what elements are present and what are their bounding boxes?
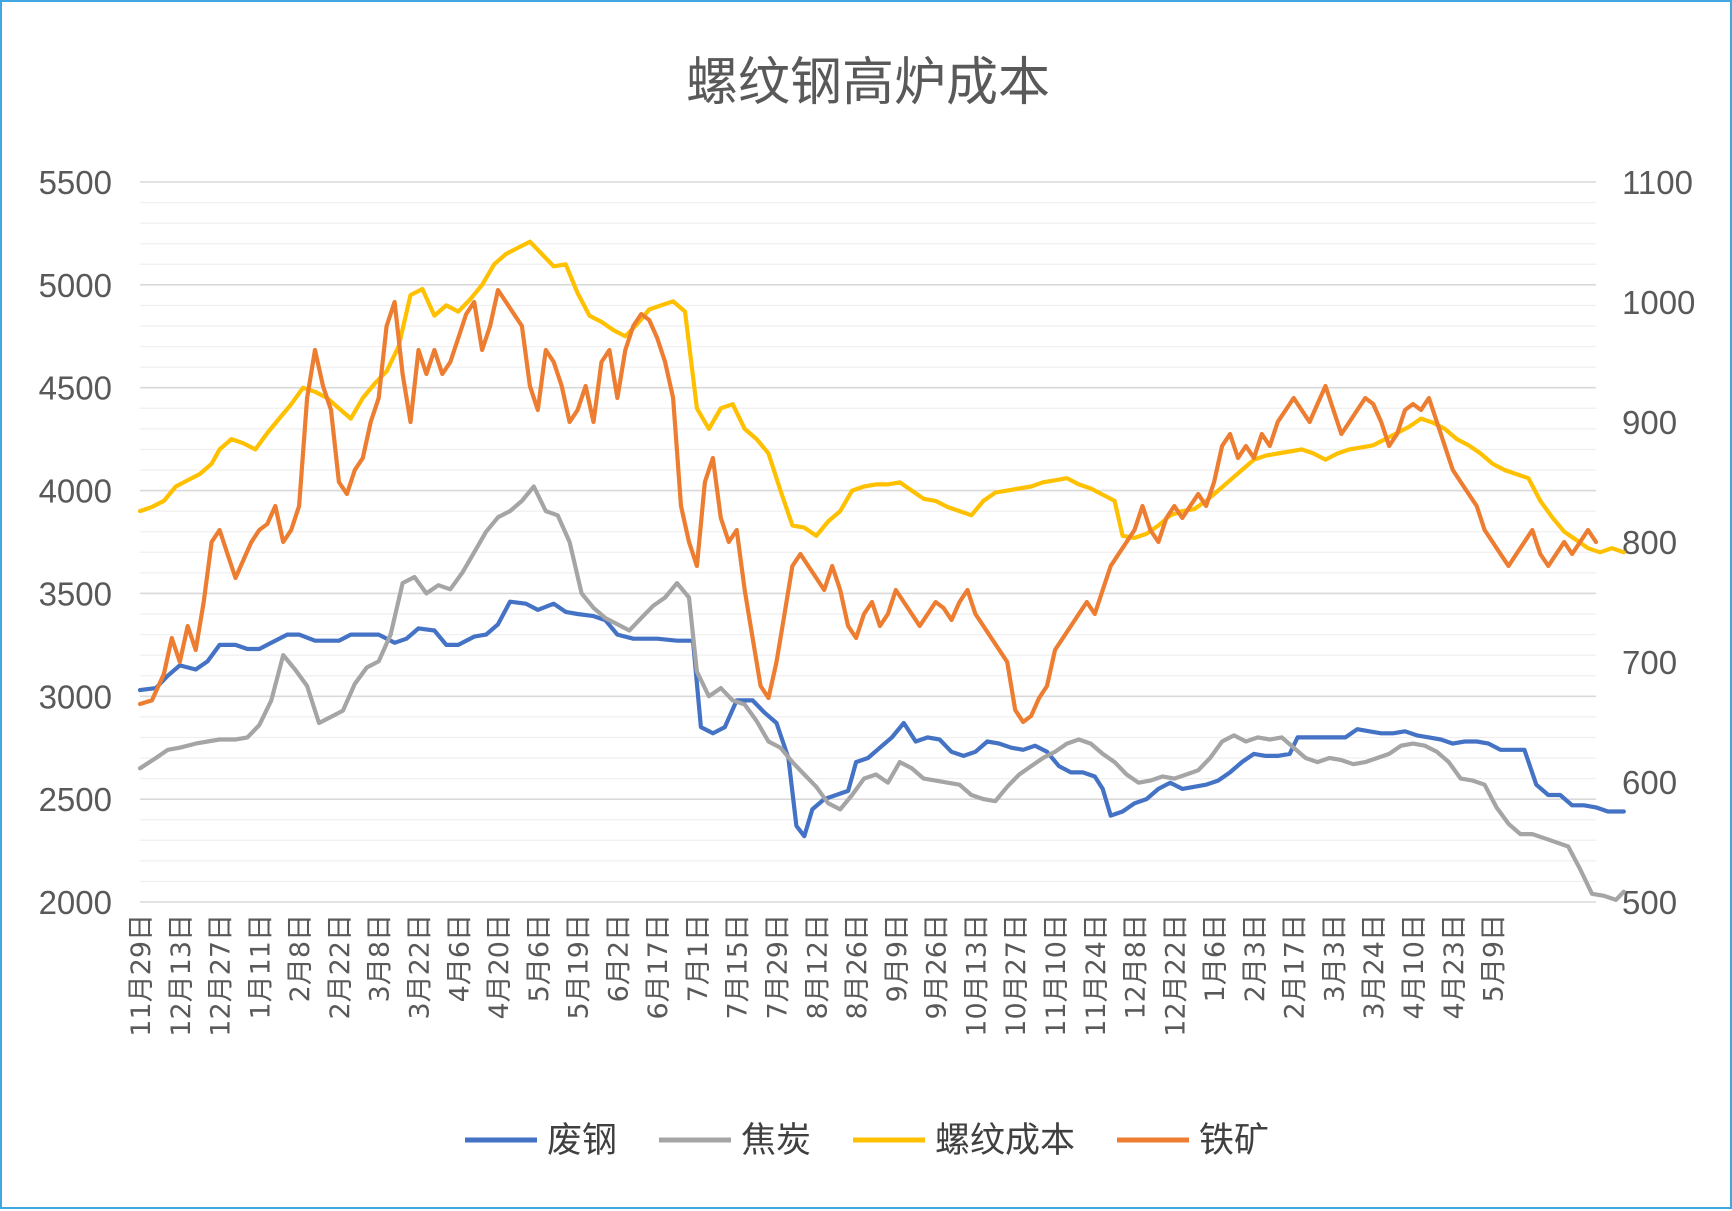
x-tick-label: 5月9日 bbox=[1479, 914, 1510, 1002]
y-axis-right: 500 600 700 800 900 1000 1100 bbox=[1622, 164, 1695, 921]
y-left-tick-label: 4500 bbox=[39, 370, 112, 407]
legend-label: 焦炭 bbox=[741, 1121, 811, 1161]
y-right-tick-label: 600 bbox=[1622, 764, 1677, 801]
y-right-tick-label: 500 bbox=[1622, 884, 1677, 921]
y-left-tick-label: 3500 bbox=[39, 575, 112, 612]
x-tick-label: 3月24日 bbox=[1359, 914, 1390, 1020]
x-tick-label: 12月8日 bbox=[1121, 914, 1152, 1020]
y-left-tick-label: 2500 bbox=[39, 781, 112, 818]
x-tick-label: 12月22日 bbox=[1160, 914, 1191, 1037]
series-line-铁矿 bbox=[137, 287, 1599, 725]
x-tick-label: 3月3日 bbox=[1319, 914, 1350, 1002]
x-tick-label: 9月26日 bbox=[922, 914, 953, 1020]
x-tick-label: 3月8日 bbox=[365, 914, 396, 1002]
chart-title: 螺纹钢高炉成本 bbox=[686, 53, 1050, 113]
y-right-tick-label: 1000 bbox=[1622, 284, 1695, 321]
x-tick-label: 11月29日 bbox=[126, 914, 157, 1037]
x-tick-label: 10月27日 bbox=[1001, 914, 1032, 1037]
y-right-tick-label: 900 bbox=[1622, 404, 1677, 441]
x-tick-label: 1月6日 bbox=[1200, 914, 1231, 1002]
x-tick-label: 6月2日 bbox=[603, 914, 634, 1002]
series-line-螺纹成本 bbox=[137, 239, 1626, 555]
y-left-tick-label: 3000 bbox=[39, 678, 112, 715]
y-right-tick-label: 700 bbox=[1622, 644, 1677, 681]
x-axis: 11月29日 12月13日 12月27日 1月11日 2月8日 2月22日 3月8日 3月22… bbox=[126, 914, 1510, 1037]
y-left-tick-label: 2000 bbox=[39, 884, 112, 921]
y-axis-left: 2000 2500 3000 3500 4000 4500 5000 5500 bbox=[39, 164, 112, 921]
x-tick-label: 3月22日 bbox=[404, 914, 435, 1020]
x-tick-label: 10月13日 bbox=[961, 914, 992, 1037]
x-tick-label: 8月12日 bbox=[802, 914, 833, 1020]
x-tick-label: 4月10日 bbox=[1399, 914, 1430, 1020]
x-tick-label: 9月9日 bbox=[882, 914, 913, 1002]
y-right-tick-label: 800 bbox=[1622, 524, 1677, 561]
x-tick-label: 4月20日 bbox=[484, 914, 515, 1020]
x-tick-label: 8月26日 bbox=[842, 914, 873, 1020]
legend-label: 螺纹成本 bbox=[935, 1121, 1075, 1161]
series-line-焦炭 bbox=[137, 484, 1626, 902]
x-tick-label: 2月17日 bbox=[1280, 914, 1311, 1020]
x-tick-label: 4月23日 bbox=[1439, 914, 1470, 1020]
x-tick-label: 5月6日 bbox=[524, 914, 555, 1002]
x-tick-label: 1月11日 bbox=[245, 914, 276, 1020]
y-right-tick-label: 1100 bbox=[1622, 164, 1693, 201]
y-left-tick-label: 4000 bbox=[39, 473, 112, 510]
x-tick-label: 12月27日 bbox=[206, 914, 237, 1037]
x-tick-label: 11月24日 bbox=[1081, 914, 1112, 1037]
x-tick-label: 4月6日 bbox=[444, 914, 475, 1002]
x-tick-label: 7月1日 bbox=[683, 914, 714, 1002]
y-left-tick-label: 5000 bbox=[39, 267, 112, 304]
x-tick-label: 6月17日 bbox=[643, 914, 674, 1020]
x-tick-label: 2月3日 bbox=[1240, 914, 1271, 1002]
x-tick-label: 7月29日 bbox=[763, 914, 794, 1020]
x-tick-label: 7月15日 bbox=[723, 914, 754, 1020]
x-tick-label: 11月10日 bbox=[1041, 914, 1072, 1037]
legend-label: 废钢 bbox=[547, 1121, 617, 1161]
x-tick-label: 5月19日 bbox=[564, 914, 595, 1020]
legend-label: 铁矿 bbox=[1199, 1121, 1269, 1161]
x-tick-label: 2月22日 bbox=[325, 914, 356, 1020]
series-line-废钢 bbox=[137, 599, 1626, 839]
x-tick-label: 2月8日 bbox=[285, 914, 316, 1002]
y-left-tick-label: 5500 bbox=[39, 164, 112, 201]
gridlines bbox=[140, 181, 1596, 903]
legend: 废钢 焦炭 螺纹成本 铁矿 bbox=[465, 1121, 1269, 1161]
series-lines bbox=[137, 239, 1626, 902]
x-tick-label: 12月13日 bbox=[166, 914, 197, 1037]
